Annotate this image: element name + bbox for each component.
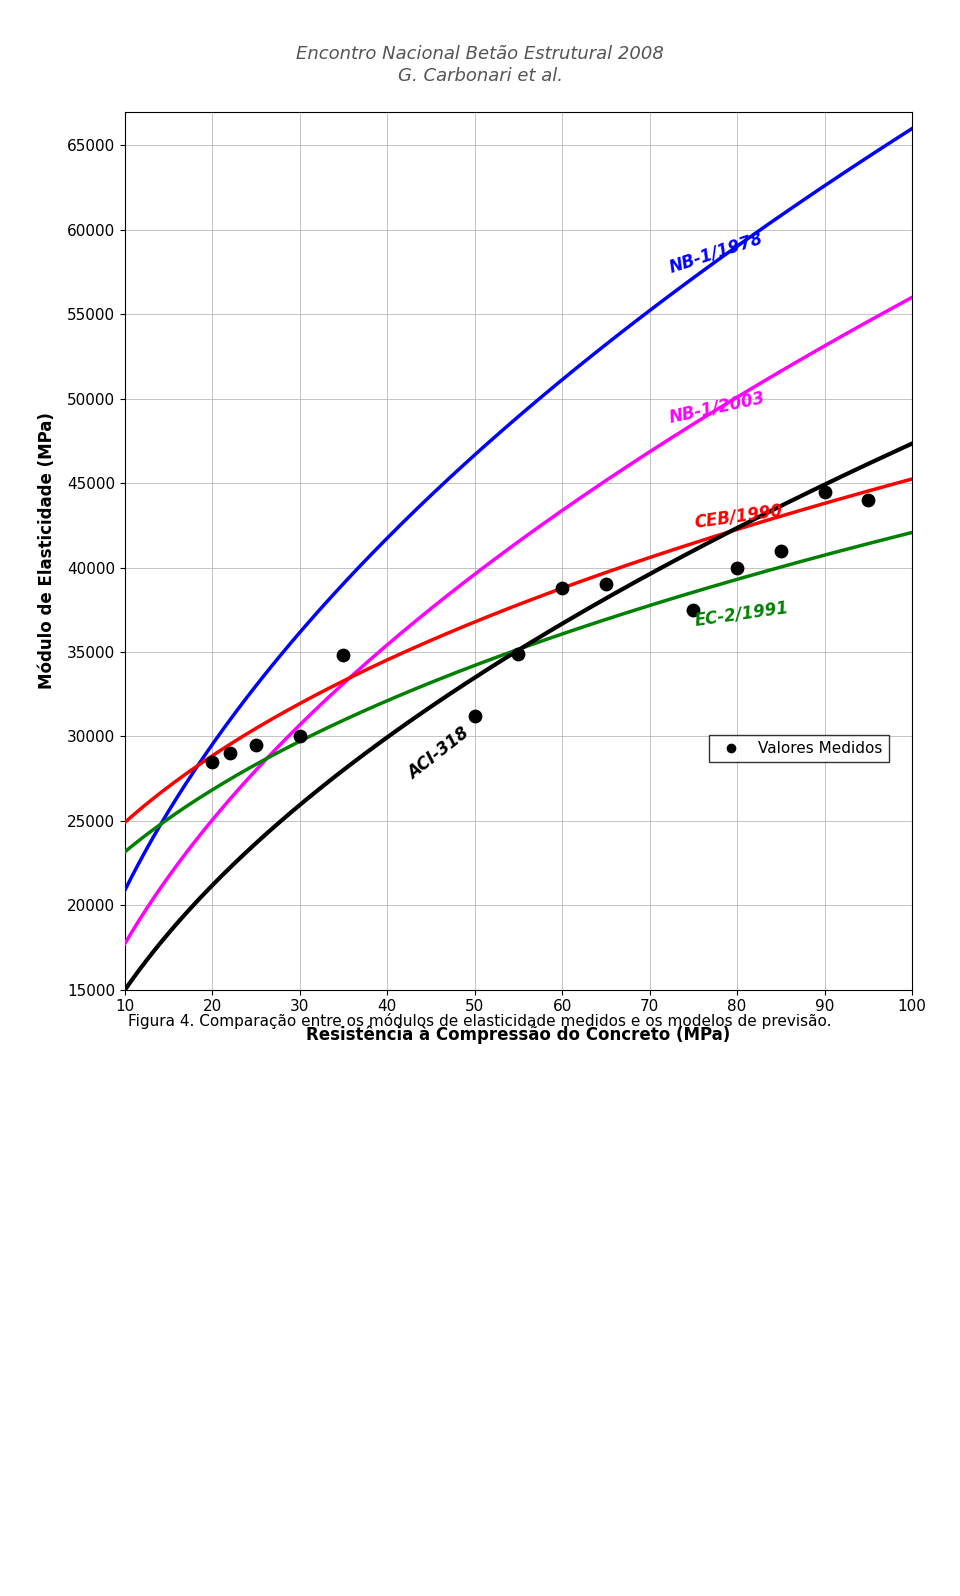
Point	[222, 741, 237, 766]
Text: Figura 4. Comparação entre os módulos de elasticidade medidos e os modelos de pr: Figura 4. Comparação entre os módulos de…	[129, 1013, 831, 1029]
Text: EC-2/1991: EC-2/1991	[693, 598, 790, 629]
Point	[467, 704, 482, 729]
Point	[204, 749, 220, 774]
Point	[249, 733, 264, 758]
Point	[817, 479, 832, 504]
Point	[292, 723, 307, 749]
Point	[860, 487, 876, 512]
Point	[730, 555, 745, 581]
Point	[511, 642, 526, 667]
Text: ACI-318: ACI-318	[405, 725, 473, 784]
Point	[773, 538, 788, 563]
Text: Encontro Nacional Betão Estrutural 2008: Encontro Nacional Betão Estrutural 2008	[296, 45, 664, 62]
X-axis label: Resistência à Compressão do Concreto (MPa): Resistência à Compressão do Concreto (MP…	[306, 1025, 731, 1044]
Text: G. Carbonari et al.: G. Carbonari et al.	[397, 67, 563, 85]
Text: NB-1/1978: NB-1/1978	[667, 230, 765, 276]
Legend: Valores Medidos: Valores Medidos	[709, 736, 889, 763]
Point	[555, 575, 570, 600]
Point	[685, 597, 701, 622]
Y-axis label: Módulo de Elasticidade (MPa): Módulo de Elasticidade (MPa)	[37, 412, 56, 689]
Text: CEB/1990: CEB/1990	[693, 501, 784, 531]
Text: NB-1/2003: NB-1/2003	[667, 389, 766, 426]
Point	[336, 643, 351, 669]
Point	[598, 571, 613, 597]
